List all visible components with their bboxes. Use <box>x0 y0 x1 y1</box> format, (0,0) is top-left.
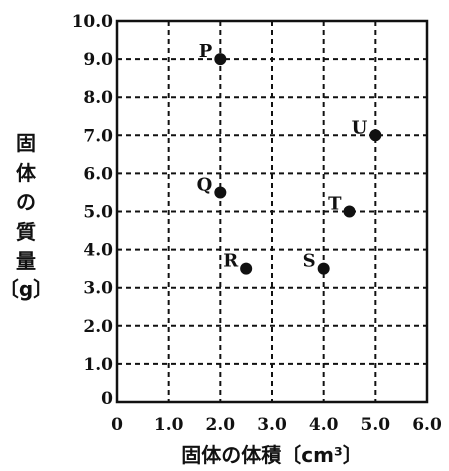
y-axis-title-char: 固 <box>16 131 36 155</box>
y-tick-label: 7.0 <box>83 126 113 146</box>
y-tick-label: 5.0 <box>83 203 113 223</box>
x-tick-label: 4.0 <box>309 415 339 435</box>
data-point-s <box>317 262 330 275</box>
y-axis-title-char: 量 <box>16 249 36 273</box>
y-tick-label: 4.0 <box>83 241 113 261</box>
y-tick-label: 1.0 <box>83 355 113 375</box>
data-point-u <box>369 129 382 142</box>
data-point-p <box>214 53 227 66</box>
x-tick-label: 3.0 <box>257 415 287 435</box>
point-label-s: S <box>303 251 316 272</box>
point-label-u: U <box>352 117 368 138</box>
x-tick-label: 2.0 <box>206 415 236 435</box>
y-tick-label: 10.0 <box>72 12 114 32</box>
data-point-r <box>240 262 253 275</box>
x-tick-label: 0 <box>111 415 123 435</box>
x-axis-ticks: 0 1.0 2.0 3.0 4.0 5.0 6.0 <box>111 415 442 435</box>
data-point-q <box>214 186 227 199</box>
y-axis-ticks: 0 1.0 2.0 3.0 4.0 5.0 6.0 7.0 8.0 9.0 10.0 <box>72 12 114 409</box>
x-axis-title: 固体の体積〔cm³〕 <box>181 443 362 467</box>
data-point-t <box>343 205 356 218</box>
point-label-r: R <box>223 251 239 272</box>
y-tick-label: 6.0 <box>83 164 113 184</box>
x-tick-label: 6.0 <box>412 415 442 435</box>
grid <box>117 21 427 402</box>
y-tick-label: 8.0 <box>83 88 113 108</box>
y-axis-title-char: の <box>16 190 36 214</box>
point-label-p: P <box>199 41 213 62</box>
point-label-t: T <box>328 194 342 215</box>
y-axis-title-char: 質 <box>16 220 36 244</box>
data-points: P Q R S T U <box>197 41 382 275</box>
x-tick-label: 5.0 <box>361 415 391 435</box>
y-tick-label: 2.0 <box>83 317 113 337</box>
y-tick-label: 0 <box>101 389 113 409</box>
point-label-q: Q <box>197 174 213 195</box>
y-axis-title-char: 〔g〕 <box>0 277 53 301</box>
plot-frame <box>115 19 429 404</box>
y-tick-label: 3.0 <box>83 279 113 299</box>
x-tick-label: 1.0 <box>154 415 184 435</box>
y-tick-label: 9.0 <box>83 50 113 70</box>
y-axis-title-char: 体 <box>16 161 37 185</box>
